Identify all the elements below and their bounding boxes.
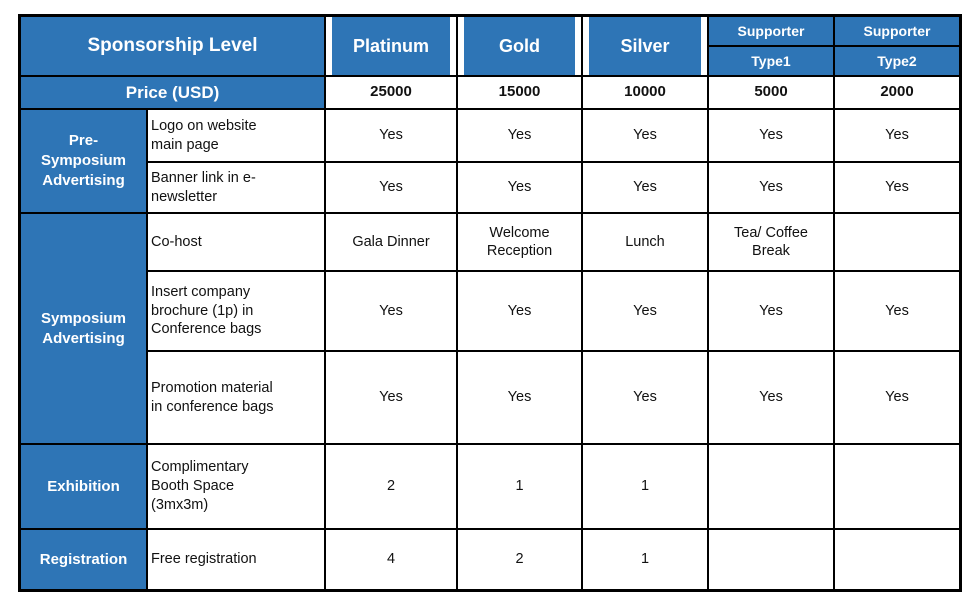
header-supporter-type2-cell: Supporter Type2 xyxy=(835,17,959,75)
supporter2-type-label: Type2 xyxy=(877,53,917,69)
benefit-value-cell xyxy=(835,214,959,270)
header-gold-cell: Gold xyxy=(458,17,581,75)
supporter2-label: Supporter xyxy=(835,17,959,47)
benefit-item-cell: Insert company brochure (1p) in Conferen… xyxy=(148,272,324,350)
benefit-value-cell: Tea/ Coffee Break xyxy=(709,214,833,270)
silver-tier-label: Silver xyxy=(589,17,701,75)
price-supporter2-cell: 2000 xyxy=(835,77,959,108)
supporter1-type-label: Type1 xyxy=(751,53,791,69)
benefit-value-cell: Yes xyxy=(709,272,833,350)
benefit-value-cell: 2 xyxy=(458,530,581,589)
benefit-value-cell xyxy=(835,445,959,528)
category-cell-exhibition: Exhibition xyxy=(21,445,146,528)
benefit-value-cell: Yes xyxy=(835,352,959,443)
benefit-value-cell: Yes xyxy=(583,352,707,443)
benefit-item-cell: Banner link in e- newsletter xyxy=(148,163,324,212)
benefit-item-cell: Co-host xyxy=(148,214,324,270)
benefit-value-cell xyxy=(835,530,959,589)
benefit-value-cell xyxy=(709,530,833,589)
benefit-value-cell: 1 xyxy=(583,530,707,589)
price-silver-cell: 10000 xyxy=(583,77,707,108)
benefit-value-cell: Yes xyxy=(583,163,707,212)
benefit-value-cell: Yes xyxy=(326,352,456,443)
header-silver-cell: Silver xyxy=(583,17,707,75)
price-gold-cell: 15000 xyxy=(458,77,581,108)
header-sponsorship-level-cell: Sponsorship Level xyxy=(21,17,324,75)
benefit-value-cell: Yes xyxy=(326,110,456,161)
benefit-value-cell: Yes xyxy=(583,110,707,161)
gold-tier-label: Gold xyxy=(464,17,575,75)
benefit-value-cell: Yes xyxy=(835,272,959,350)
benefit-value-cell: Welcome Reception xyxy=(458,214,581,270)
benefit-value-cell: Yes xyxy=(709,352,833,443)
benefit-value-cell: Yes xyxy=(458,110,581,161)
benefit-value-cell: 2 xyxy=(326,445,456,528)
benefit-value-cell xyxy=(709,445,833,528)
benefit-value-cell: Yes xyxy=(583,272,707,350)
benefit-item-cell: Logo on website main page xyxy=(148,110,324,161)
benefit-value-cell: Yes xyxy=(458,163,581,212)
benefit-value-cell: Gala Dinner xyxy=(326,214,456,270)
header-platinum-cell: Platinum xyxy=(326,17,456,75)
benefit-value-cell: Yes xyxy=(458,352,581,443)
benefit-value-cell: 1 xyxy=(458,445,581,528)
benefit-value-cell: Yes xyxy=(835,110,959,161)
benefit-value-cell: Yes xyxy=(709,163,833,212)
benefit-value-cell: Yes xyxy=(326,163,456,212)
price-usd-label-cell: Price (USD) xyxy=(21,77,324,108)
platinum-tier-label: Platinum xyxy=(332,17,450,75)
price-platinum-cell: 25000 xyxy=(326,77,456,108)
sponsorship-table: Sponsorship Level Platinum Gold Silver S… xyxy=(18,14,962,592)
benefit-value-cell: 4 xyxy=(326,530,456,589)
category-cell-pre-symposium-advertising: Pre- Symposium Advertising xyxy=(21,110,146,212)
category-cell-registration: Registration xyxy=(21,530,146,589)
benefit-value-cell: Lunch xyxy=(583,214,707,270)
benefit-item-cell: Free registration xyxy=(148,530,324,589)
benefit-value-cell: Yes xyxy=(709,110,833,161)
category-cell-symposium-advertising: Symposium Advertising xyxy=(21,214,146,443)
supporter1-label: Supporter xyxy=(709,17,833,47)
benefit-item-cell: Complimentary Booth Space (3mx3m) xyxy=(148,445,324,528)
price-supporter1-cell: 5000 xyxy=(709,77,833,108)
header-supporter-type1-cell: Supporter Type1 xyxy=(709,17,833,75)
benefit-value-cell: 1 xyxy=(583,445,707,528)
benefit-value-cell: Yes xyxy=(458,272,581,350)
benefit-value-cell: Yes xyxy=(326,272,456,350)
benefit-value-cell: Yes xyxy=(835,163,959,212)
benefit-item-cell: Promotion material in conference bags xyxy=(148,352,324,443)
